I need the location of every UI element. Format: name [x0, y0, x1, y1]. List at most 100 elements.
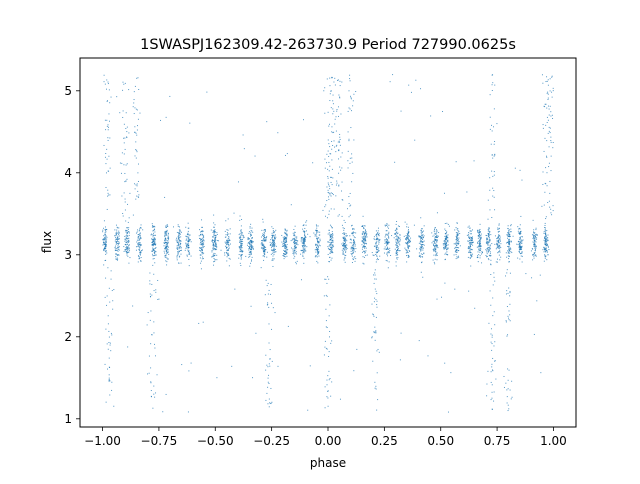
data-point: [343, 239, 345, 241]
data-point: [374, 246, 376, 248]
data-point: [152, 230, 154, 232]
data-point: [121, 162, 123, 164]
data-point: [139, 242, 141, 244]
data-point: [248, 256, 250, 258]
data-point: [405, 252, 407, 254]
data-point: [544, 235, 546, 237]
data-point: [177, 224, 179, 226]
data-point: [261, 240, 263, 242]
data-point: [344, 240, 346, 242]
data-point: [406, 242, 408, 244]
data-point: [543, 150, 545, 152]
data-point: [396, 237, 398, 239]
data-point: [303, 245, 305, 247]
data-point: [137, 255, 139, 257]
data-point: [140, 237, 142, 239]
data-point: [545, 103, 547, 105]
data-point: [433, 245, 435, 247]
data-point: [297, 240, 299, 242]
data-point: [330, 342, 332, 344]
data-point: [386, 244, 388, 246]
data-point: [201, 258, 203, 260]
data-point: [479, 251, 481, 253]
data-point: [534, 236, 536, 238]
data-point: [543, 204, 545, 206]
data-point: [544, 243, 546, 245]
data-point: [545, 218, 547, 220]
data-point: [508, 310, 510, 312]
data-point: [260, 247, 262, 249]
data-point: [251, 247, 253, 249]
data-point: [507, 410, 509, 412]
data-point: [164, 235, 166, 237]
data-point: [303, 241, 305, 243]
data-point: [139, 249, 141, 251]
data-point: [105, 240, 107, 242]
data-point: [132, 106, 134, 108]
data-point: [508, 246, 510, 248]
data-point: [272, 230, 274, 232]
data-point: [316, 227, 318, 229]
data-point: [325, 294, 327, 296]
data-point: [333, 110, 335, 112]
data-point: [273, 240, 275, 242]
data-point: [106, 343, 108, 345]
data-point: [127, 227, 128, 229]
data-point: [151, 250, 153, 252]
data-point: [167, 237, 169, 239]
data-point: [376, 238, 378, 240]
data-point: [521, 245, 523, 247]
data-point: [508, 287, 510, 289]
data-point: [536, 234, 538, 236]
data-point: [347, 131, 349, 133]
data-point: [304, 227, 306, 229]
data-point: [333, 245, 335, 247]
data-point: [286, 238, 288, 240]
data-point: [262, 234, 264, 236]
data-point: [149, 319, 151, 321]
data-point: [436, 239, 438, 241]
data-point: [228, 257, 230, 259]
data-point: [187, 234, 189, 236]
data-point: [489, 253, 491, 255]
data-point: [488, 227, 490, 229]
data-point: [138, 258, 140, 260]
data-point: [457, 233, 459, 235]
data-point: [435, 248, 437, 250]
data-point: [505, 320, 507, 322]
data-point: [490, 255, 492, 257]
data-point: [434, 227, 436, 229]
data-point: [249, 246, 251, 248]
data-point: [328, 123, 330, 125]
data-point: [263, 247, 265, 249]
data-point: [296, 243, 298, 245]
data-point: [187, 237, 189, 239]
data-point: [552, 147, 554, 149]
data-point: [282, 245, 284, 247]
data-point: [500, 246, 502, 248]
data-point: [123, 192, 125, 194]
data-point: [395, 254, 397, 256]
data-point: [213, 247, 215, 249]
data-point: [547, 240, 549, 242]
data-point: [373, 245, 375, 247]
data-point: [407, 245, 409, 247]
data-point: [518, 232, 520, 234]
data-point: [200, 254, 202, 256]
data-point: [273, 247, 275, 249]
data-point: [420, 217, 422, 219]
data-point: [535, 233, 537, 235]
data-point: [545, 255, 547, 257]
data-point: [444, 223, 446, 224]
data-point: [188, 253, 190, 255]
data-point: [217, 240, 219, 242]
data-point: [421, 238, 423, 240]
data-point: [248, 232, 250, 234]
data-point: [471, 242, 473, 244]
data-point: [468, 250, 470, 252]
data-point: [164, 232, 166, 234]
data-point: [494, 140, 496, 142]
data-point: [317, 262, 319, 264]
data-point: [375, 242, 377, 244]
data-point: [242, 241, 244, 243]
